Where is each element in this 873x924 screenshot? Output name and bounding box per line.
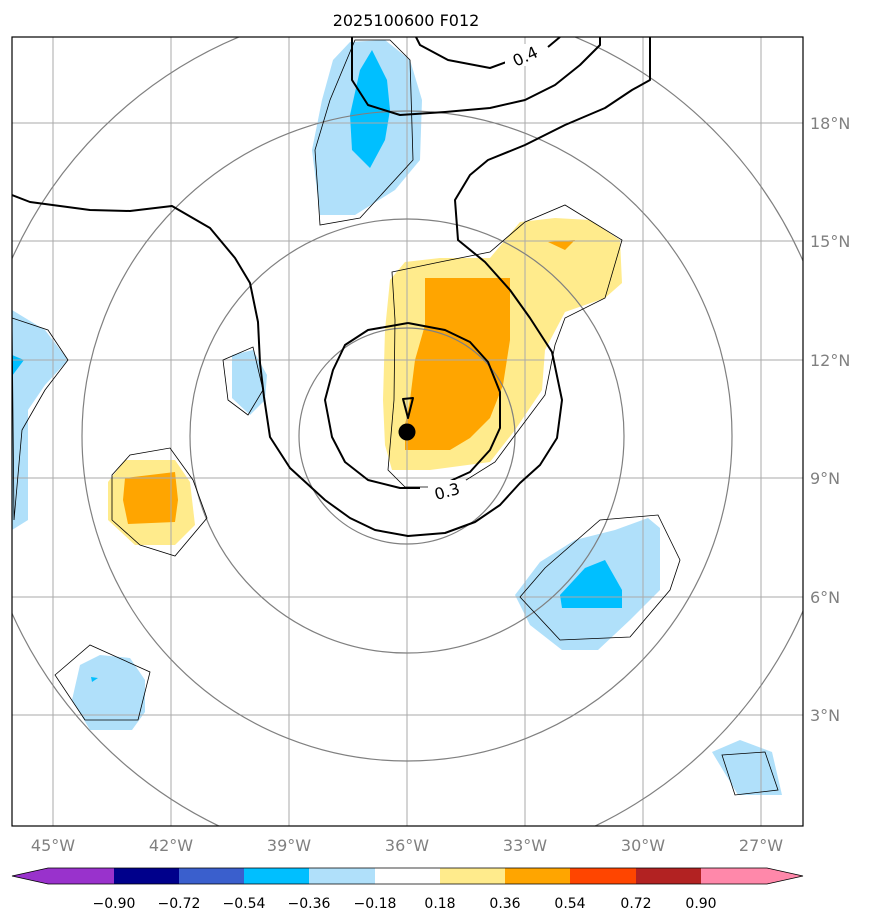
- colorbar-tick-label: 0.18: [424, 896, 455, 912]
- colorbar-segment: [440, 868, 505, 884]
- colorbar-tick-label: 0.36: [489, 896, 520, 912]
- colorbar-segment: [244, 868, 309, 884]
- lon-tick-label: 39°W: [267, 836, 311, 855]
- colorbar-segment: [636, 868, 701, 884]
- lon-tick-label: 45°W: [31, 836, 75, 855]
- lon-tick-label: 36°W: [385, 836, 429, 855]
- colorbar-segment: [309, 868, 375, 884]
- storm-center-marker: [398, 423, 416, 441]
- colorbar-tick-label: −0.18: [354, 896, 397, 912]
- colorbar-segment: [48, 868, 114, 884]
- negative-anomaly-light-left-edge: [12, 310, 68, 530]
- positive-anomaly-dark-west: [123, 472, 178, 524]
- colorbar-tick-label: 0.54: [554, 896, 585, 912]
- negative-anomaly-light-small: [232, 350, 267, 415]
- colorbar-tick-label: −0.90: [93, 896, 136, 912]
- colorbar-extend-high: [767, 868, 803, 884]
- thick-contours: [12, 37, 651, 537]
- map-frame: [11, 36, 804, 827]
- lat-tick-label: 9°N: [810, 469, 840, 488]
- graticule: [12, 37, 803, 826]
- contour-labels: 0.4 0.3: [428, 42, 545, 504]
- lat-tick-label: 6°N: [810, 588, 840, 607]
- positive-anomaly-dark-center: [405, 278, 510, 450]
- map-plot-area: 0.4 0.3: [12, 37, 803, 826]
- lat-tick-label: 12°N: [810, 351, 850, 370]
- longitude-axis: 45°W 42°W 39°W 36°W 33°W 30°W 27°W: [31, 836, 783, 855]
- colorbar-tick-label: −0.54: [223, 896, 266, 912]
- negative-anomaly-dark-southeast: [560, 560, 622, 608]
- map-title: 2025100600 F012: [333, 11, 480, 30]
- thin-contours: [12, 39, 779, 796]
- colorbar-segment: [114, 868, 179, 884]
- lon-tick-label: 42°W: [149, 836, 193, 855]
- colorbar-tick-label: −0.72: [158, 896, 201, 912]
- colorbar: −0.90 −0.72 −0.54 −0.36 −0.18 0.18 0.36 …: [11, 867, 804, 912]
- colorbar-tick-label: 0.72: [620, 896, 651, 912]
- colorbar-segment: [375, 868, 440, 884]
- colorbar-segment: [505, 868, 570, 884]
- negative-anomaly-dark-north: [350, 50, 390, 168]
- distance-rings: [12, 37, 803, 826]
- colorbar-segment: [570, 868, 636, 884]
- shaded-field-layer: [12, 40, 782, 795]
- colorbar-tick-label: −0.36: [288, 896, 331, 912]
- lon-tick-label: 33°W: [503, 836, 547, 855]
- negative-anomaly-light-far-southeast: [712, 740, 782, 795]
- lat-tick-label: 18°N: [810, 114, 850, 133]
- lat-tick-label: 3°N: [810, 706, 840, 725]
- negative-anomaly-dark-southwest: [91, 677, 98, 682]
- latitude-axis: 3°N 6°N 9°N 12°N 15°N 18°N: [810, 114, 850, 725]
- lat-tick-label: 15°N: [810, 232, 850, 251]
- positive-anomaly-dark-small: [548, 240, 575, 250]
- lon-tick-label: 27°W: [739, 836, 783, 855]
- lon-tick-label: 30°W: [621, 836, 665, 855]
- colorbar-segment: [179, 868, 244, 884]
- colorbar-tick-label: 0.90: [685, 896, 716, 912]
- negative-anomaly-light-southwest: [72, 655, 145, 730]
- colorbar-extend-low: [12, 868, 48, 884]
- colorbar-segment: [701, 868, 767, 884]
